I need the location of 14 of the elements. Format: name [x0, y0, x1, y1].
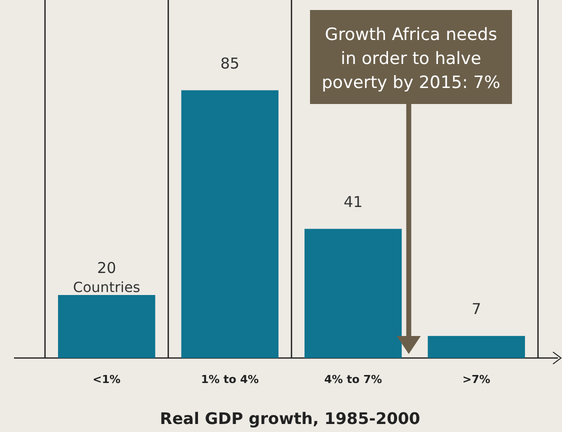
annotation: Countries	[73, 280, 140, 296]
data-label: 7	[472, 300, 482, 318]
annotation: Growth Africa needs in order to halve poverty by 2015: 7%	[322, 25, 500, 93]
bar	[428, 336, 525, 358]
x-tick-label: >7%	[462, 373, 490, 386]
x-axis-title: Real GDP growth, 1985-2000	[160, 409, 420, 428]
x-tick-label: <1%	[92, 373, 121, 386]
data-label: 41	[344, 192, 363, 211]
bar	[181, 90, 278, 358]
x-tick-label: 1% to 4%	[200, 373, 259, 386]
data-label: 20	[97, 259, 116, 277]
data-label: 85	[220, 54, 240, 72]
x-tick-label: 4% to 7%	[324, 373, 382, 386]
bar	[58, 295, 156, 358]
